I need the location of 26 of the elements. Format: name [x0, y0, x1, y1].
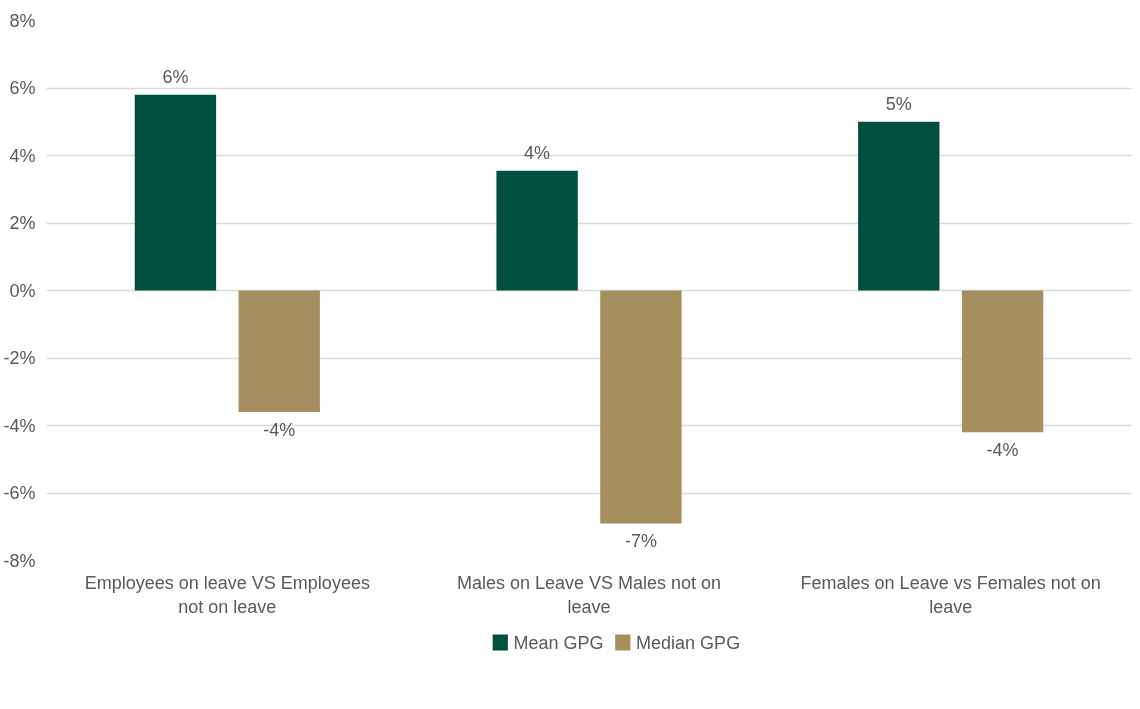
- y-tick-label: 2%: [9, 213, 36, 233]
- y-tick-label: 4%: [9, 145, 36, 166]
- legend-label: Median GPG: [636, 632, 741, 653]
- y-tick-label: -8%: [3, 550, 36, 571]
- y-tick-label: 0%: [9, 280, 36, 301]
- data-label: -7%: [624, 531, 657, 552]
- data-label: 6%: [162, 66, 189, 87]
- bar: [961, 290, 1044, 433]
- bar: [496, 170, 578, 291]
- data-label: -4%: [986, 440, 1019, 461]
- legend-label: Mean GPG: [513, 632, 604, 653]
- bar: [238, 290, 320, 412]
- y-tick-label: 8%: [9, 10, 36, 31]
- y-tick-label: -6%: [3, 483, 36, 503]
- data-label: -4%: [263, 420, 296, 440]
- bar: [600, 290, 682, 524]
- data-label: 4%: [524, 142, 551, 163]
- y-tick-label: -4%: [3, 415, 36, 436]
- y-tick-label: 6%: [9, 78, 36, 98]
- x-tick-label: Females on Leave vs Females not on leave: [800, 572, 1101, 617]
- data-label: 5%: [885, 93, 912, 114]
- x-tick-label: Employees on leave VS Employees not on leave: [84, 572, 370, 617]
- x-tick-label: Males on Leave VS Males not on leave: [456, 572, 722, 617]
- y-tick-label: -2%: [3, 348, 36, 368]
- bar: [858, 121, 940, 291]
- bar: [134, 94, 217, 291]
